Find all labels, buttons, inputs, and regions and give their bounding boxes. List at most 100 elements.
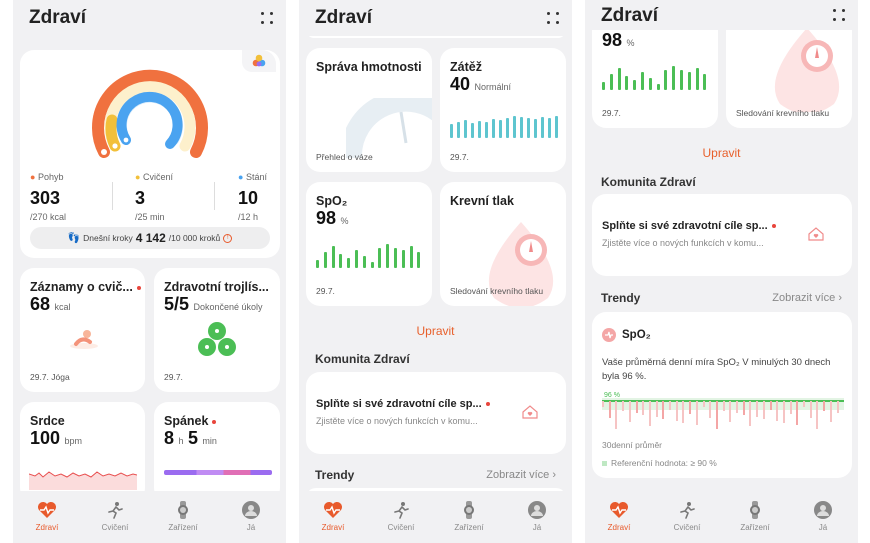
- trend-bar: [648, 401, 651, 426]
- bar: [478, 121, 481, 138]
- more-options-icon[interactable]: [546, 11, 560, 25]
- weight-card[interactable]: Správa hmotnosti Přehled o váze: [306, 48, 432, 172]
- bar: [527, 118, 530, 138]
- more-options-icon[interactable]: [260, 11, 274, 25]
- nav-devices[interactable]: Zařízení: [730, 501, 780, 532]
- sleep-card[interactable]: Spánek 8 h 5 min: [154, 402, 280, 502]
- exercise-label: Cvičení: [142, 172, 173, 182]
- heart-value: 100: [30, 428, 61, 448]
- nav-label: Cvičení: [101, 523, 129, 532]
- community-heading: Komunita Zdraví: [315, 352, 410, 366]
- health-trio-title: Zdravotní trojlís...: [164, 280, 269, 294]
- spo2-foot: 29.7.: [316, 286, 335, 296]
- nav-label: Zařízení: [454, 523, 484, 532]
- load-foot: 29.7.: [450, 152, 469, 162]
- nav-exercise[interactable]: Cvičení: [90, 501, 140, 532]
- page-title: Zdraví: [315, 7, 373, 28]
- more-options-icon[interactable]: [832, 8, 846, 22]
- nav-devices[interactable]: Zařízení: [444, 501, 494, 532]
- load-title: Zátěž: [450, 60, 482, 74]
- avatar-icon: [528, 501, 546, 519]
- bar: [450, 124, 453, 138]
- edit-button[interactable]: Upravit: [416, 324, 455, 338]
- new-dot: [136, 285, 141, 290]
- trend-bar: [642, 401, 645, 415]
- spo2-card[interactable]: SpO₂ 98 % 29.7.: [306, 182, 432, 306]
- load-unit: Normální: [474, 82, 511, 92]
- bar: [602, 82, 605, 90]
- bar: [401, 250, 405, 268]
- sleep-minutes: 5: [187, 428, 198, 448]
- trend-bar: [709, 401, 712, 418]
- blood-drop-icon: [488, 222, 554, 306]
- bar: [633, 80, 637, 90]
- bar: [695, 68, 699, 90]
- heart-rate-card[interactable]: Srdce 100 bpm: [20, 402, 145, 502]
- home-heart-icon: [808, 227, 824, 241]
- bar: [485, 122, 488, 138]
- bar: [417, 252, 421, 268]
- info-icon[interactable]: !: [223, 233, 233, 243]
- bar: [555, 116, 558, 138]
- nav-exercise[interactable]: Cvičení: [662, 501, 712, 532]
- bar: [370, 262, 374, 268]
- activity-rings-card[interactable]: ● Pohyb 303 /270 kcal ● Cvičení 3 /25 mi…: [20, 50, 280, 258]
- trend-bar: [762, 401, 765, 419]
- edit-button[interactable]: Upravit: [702, 146, 741, 160]
- sleep-h-unit: h: [178, 436, 184, 446]
- scale-gauge-icon: [346, 98, 432, 159]
- load-bar-chart: [450, 112, 558, 138]
- nav-devices[interactable]: Zařízení: [158, 501, 208, 532]
- average-line: [602, 400, 844, 402]
- runner-icon: [680, 502, 695, 519]
- community-card[interactable]: Splňte si své zdravotní cíle sp... Zjist…: [592, 194, 852, 276]
- nav-health[interactable]: Zdraví: [594, 501, 644, 532]
- trend-bar: [669, 401, 671, 410]
- trend-bar: [803, 401, 805, 407]
- bar: [347, 258, 351, 268]
- trend-bar: [756, 401, 759, 417]
- bar: [339, 254, 343, 268]
- load-card[interactable]: Zátěž 40 Normální 29.7.: [440, 48, 566, 172]
- show-more-link[interactable]: Zobrazit více ›: [772, 292, 842, 304]
- spo2-foot: 29.7.: [602, 108, 621, 118]
- steps-pill[interactable]: 👣 Dnešní kroky 4 142 /10 000 kroků !: [30, 227, 270, 249]
- bar: [534, 119, 537, 138]
- nav-label: Zařízení: [168, 523, 198, 532]
- exercise-records-card[interactable]: Záznamy o cvič... 68 kcal 29.7. Jóga: [20, 268, 145, 392]
- health-trio-card[interactable]: Zdravotní trojlís... 5/5 Dokončené úkoly…: [154, 268, 280, 392]
- nav-health[interactable]: Zdraví: [308, 501, 358, 532]
- show-more-link[interactable]: Zobrazit více ›: [486, 469, 556, 481]
- nav-exercise[interactable]: Cvičení: [376, 501, 426, 532]
- community-card[interactable]: Splňte si své zdravotní cíle sp... Zjist…: [306, 372, 566, 454]
- avatar-icon: [814, 501, 832, 519]
- nav-me[interactable]: Já: [798, 501, 848, 532]
- bar: [355, 250, 358, 268]
- legend-swatch: [602, 461, 607, 466]
- blood-pressure-card[interactable]: Krevní tlak Sledování krevního tlaku: [440, 182, 566, 306]
- rings-style-button[interactable]: [242, 50, 276, 72]
- nav-me[interactable]: Já: [226, 501, 276, 532]
- heart-rate-icon: [38, 502, 56, 518]
- steps-goal: /10 000 kroků: [168, 233, 221, 243]
- clover-icon: [198, 322, 236, 356]
- steps-label: Dnešní kroky: [83, 233, 133, 243]
- community-title: Splňte si své zdravotní cíle sp...: [602, 220, 768, 232]
- spo2-trend-card[interactable]: SpO₂ Vaše průměrná denní míra SpO₂ V min…: [592, 312, 852, 478]
- nav-health[interactable]: Zdraví: [22, 501, 72, 532]
- nav-me[interactable]: Já: [512, 501, 562, 532]
- bar: [548, 118, 551, 138]
- new-dot: [485, 402, 490, 407]
- load-value: 40: [450, 74, 471, 94]
- header: Zdraví: [299, 0, 572, 36]
- nav-label: Zdraví: [35, 523, 59, 532]
- heart-unit: bpm: [64, 436, 83, 446]
- footprints-icon: 👣: [67, 232, 81, 244]
- sleep-title: Spánek: [164, 414, 209, 428]
- header: Zdraví: [585, 0, 858, 30]
- bar: [513, 116, 516, 138]
- tasks-unit: Dokončené úkoly: [193, 302, 263, 312]
- tasks-value: 5/5: [164, 294, 190, 314]
- community-title: Splňte si své zdravotní cíle sp...: [316, 398, 482, 410]
- bar: [492, 119, 495, 138]
